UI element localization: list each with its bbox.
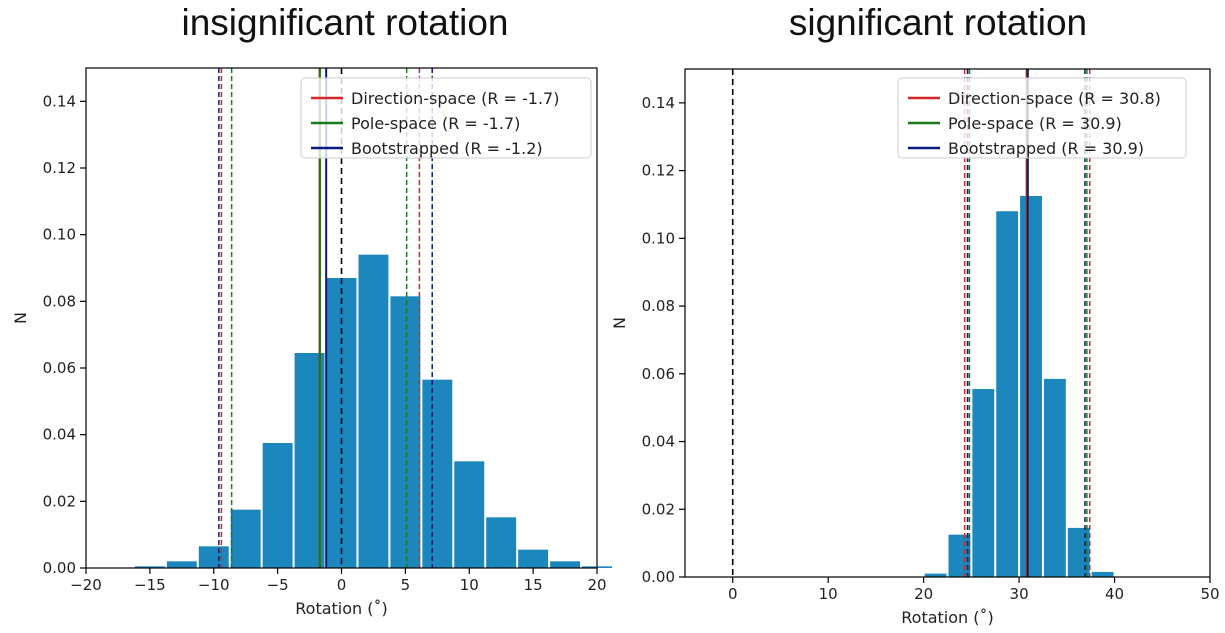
left-x-tick-label: 0 — [337, 576, 347, 594]
left-histogram-bar — [390, 296, 421, 568]
left-x-tick-label: 10 — [460, 576, 479, 594]
left-histogram-bar — [486, 517, 517, 568]
right-legend-entry-1: Pole-space (R = 30.9) — [948, 114, 1122, 133]
right-histogram-chart: 0 10 20 30 40 50 0.00 0.02 0.04 0.06 0.08 0.10 0.12 0… — [612, 68, 1220, 627]
right-legend-box — [897, 77, 1187, 159]
left-legend-entry-1: Pole-space (R = -1.7) — [351, 114, 520, 133]
left-y-axis-label: N — [11, 312, 30, 324]
left-legend-entry-2: Bootstrapped (R = -1.2) — [351, 139, 543, 158]
left-histogram-bar — [358, 254, 389, 568]
left-y-tick-label: 0.10 — [43, 226, 76, 244]
left-y-tick-label: 0.12 — [43, 159, 76, 177]
left-legend-entry-0: Direction-space (R = -1.7) — [351, 89, 559, 108]
left-y-tick-label: 0.04 — [43, 426, 76, 444]
right-histogram-bar — [972, 389, 995, 577]
right-axes-frame — [684, 68, 1211, 578]
left-histogram-bar — [518, 549, 549, 568]
left-y-tick-label: 0.00 — [43, 559, 76, 577]
left-histogram-bar — [422, 379, 453, 568]
right-x-axis-label: Rotation (˚) — [901, 608, 993, 627]
left-x-axis-label: Rotation (˚) — [295, 599, 387, 618]
left-x-tick-label: −5 — [267, 576, 289, 594]
left-histogram-bar — [550, 561, 581, 568]
left-y-tick-label: 0.06 — [43, 359, 76, 377]
left-x-tick-label: −20 — [70, 576, 102, 594]
right-y-tick-label: 0.00 — [642, 568, 675, 586]
left-y-tick-label: 0.14 — [43, 92, 76, 110]
right-chart-title: significant rotation — [788, 2, 1088, 43]
left-x-tick-label: 20 — [587, 576, 606, 594]
left-x-tick-label: 15 — [524, 576, 543, 594]
left-histogram-bar — [454, 461, 485, 568]
right-histogram-bar — [1091, 571, 1114, 577]
right-x-tick-label: 50 — [1200, 585, 1219, 603]
left-x-tick-label: 5 — [401, 576, 411, 594]
left-chart-title: insignificant rotation — [181, 2, 509, 43]
right-histogram-bar — [924, 573, 947, 577]
right-x-tick-label: 10 — [819, 585, 838, 603]
right-y-tick-label: 0.06 — [642, 365, 675, 383]
right-x-tick-label: 0 — [728, 585, 738, 603]
right-y-tick-label: 0.10 — [642, 229, 675, 247]
right-x-tick-label: 40 — [1105, 585, 1124, 603]
right-y-tick-label: 0.02 — [642, 500, 675, 518]
left-histogram-bar — [230, 509, 261, 568]
right-x-tick-label: 30 — [1010, 585, 1029, 603]
left-histogram-chart: −20 −15 −10 −5 0 5 10 15 20 0.00 0.02 0.04 0.06 0.08 0… — [11, 67, 612, 618]
right-x-tick-label: 20 — [914, 585, 933, 603]
left-histogram-bar — [134, 566, 165, 568]
right-y-tick-label: 0.14 — [642, 94, 675, 112]
right-y-tick-label: 0.04 — [642, 433, 675, 451]
right-histogram-bar — [1043, 378, 1066, 577]
right-histogram-bar — [996, 211, 1019, 578]
left-legend-box — [300, 77, 592, 159]
left-histogram-bar — [262, 443, 293, 568]
right-legend-entry-0: Direction-space (R = 30.8) — [948, 89, 1161, 108]
right-histogram-bar — [1067, 527, 1090, 577]
left-histogram-bar — [166, 561, 197, 568]
right-legend-entry-2: Bootstrapped (R = 30.9) — [948, 139, 1144, 158]
left-y-tick-label: 0.08 — [43, 292, 76, 310]
left-x-tick-label: −10 — [198, 576, 230, 594]
right-y-axis-label: N — [612, 317, 629, 329]
left-y-tick-label: 0.02 — [43, 492, 76, 510]
left-histogram-bar — [198, 546, 229, 568]
right-y-tick-label: 0.08 — [642, 297, 675, 315]
right-y-tick-label: 0.12 — [642, 162, 675, 180]
left-x-tick-label: −15 — [134, 576, 166, 594]
right-histogram-bar — [1020, 196, 1042, 577]
